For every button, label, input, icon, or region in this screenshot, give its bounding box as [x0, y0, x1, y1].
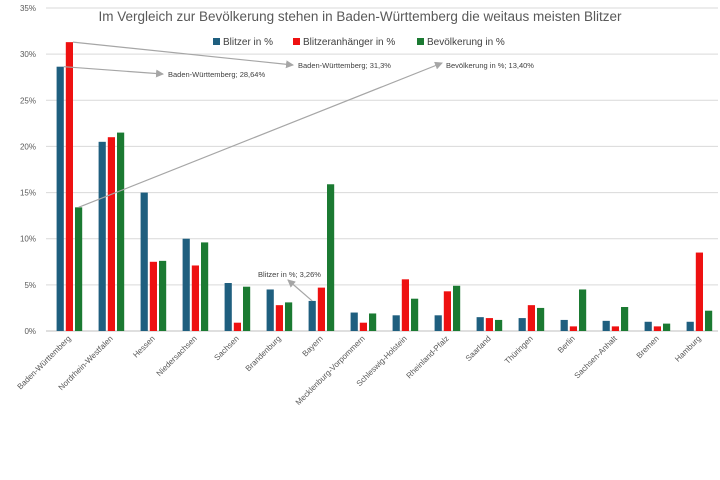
bar: [191, 265, 199, 331]
y-axis: 0% 5% 10% 15% 20% 25% 30% 35%: [20, 4, 36, 336]
y-tick-label: 15%: [20, 189, 36, 198]
bar: [401, 279, 409, 331]
bar: [485, 318, 493, 331]
bar: [98, 141, 106, 331]
bar: [56, 66, 64, 331]
bar: [350, 312, 358, 331]
bar: [224, 283, 232, 331]
x-tick-label: Hamburg: [673, 334, 703, 364]
bar: [453, 285, 461, 331]
annotations: Baden-Württemberg; 28,64% Baden-Württembe…: [63, 41, 534, 302]
x-tick-label: Bayern: [301, 334, 325, 358]
bar: [369, 313, 377, 331]
legend-swatch: [417, 38, 424, 45]
bar: [611, 326, 619, 331]
bar: [392, 315, 400, 331]
bar: [317, 287, 325, 331]
bar: [285, 302, 293, 331]
bar: [476, 317, 484, 331]
legend-swatch: [293, 38, 300, 45]
legend-label: Blitzer in %: [223, 37, 273, 48]
bar: [359, 322, 367, 331]
bar: [686, 321, 694, 331]
annotation-label: Baden-Württemberg; 28,64%: [168, 70, 265, 79]
x-tick-label: Bremen: [635, 334, 661, 360]
annotation-arrow: [287, 279, 313, 302]
bar: [159, 260, 167, 331]
y-tick-label: 5%: [24, 281, 36, 290]
x-tick-label: Sachsen-Anhalt: [573, 334, 620, 381]
x-tick-label: Rheinland-Pfalz: [405, 334, 451, 380]
bar: [233, 322, 241, 331]
bar: [495, 319, 503, 331]
bar: [201, 242, 209, 331]
bar: [308, 300, 316, 331]
y-tick-label: 30%: [20, 50, 36, 59]
legend-label: Blitzeranhänger in %: [303, 37, 395, 48]
y-tick-label: 35%: [20, 4, 36, 13]
legend-swatch: [213, 38, 220, 45]
y-tick-label: 20%: [20, 142, 36, 151]
x-tick-label: Hessen: [131, 334, 157, 360]
bar: [537, 307, 545, 331]
bar: [663, 323, 671, 331]
legend-label: Bevölkerung in %: [427, 37, 505, 48]
annotation-arrow: [63, 66, 164, 78]
x-tick-label: Mecklenburg-Vorpommern: [294, 334, 367, 407]
bar: [644, 321, 652, 331]
bar: [243, 286, 251, 331]
x-tick-label: Thüringen: [503, 334, 535, 366]
bar: [182, 238, 190, 331]
bar: [117, 132, 125, 331]
x-tick-label: Saarland: [464, 334, 493, 363]
bar: [602, 320, 610, 331]
bar: [266, 289, 274, 331]
bar: [434, 315, 442, 331]
x-tick-label: Sachsen: [212, 334, 240, 362]
bar: [140, 192, 148, 331]
x-tick-label: Berlin: [556, 334, 577, 355]
chart-title: Im Vergleich zur Bevölkerung stehen in B…: [99, 9, 623, 24]
bar: [75, 207, 83, 331]
annotation-label: Blitzer in %; 3,26%: [258, 270, 321, 279]
bar: [149, 261, 157, 331]
bar: [705, 310, 713, 331]
bar: [569, 326, 577, 331]
bar: [107, 137, 115, 331]
bar: [695, 252, 703, 331]
bar: [653, 326, 661, 331]
bar: [327, 184, 335, 331]
y-tick-label: 0%: [24, 327, 36, 336]
x-tick-label: Brandenburg: [244, 334, 283, 373]
bar: [275, 305, 283, 331]
bar: [65, 42, 73, 331]
bar: [621, 307, 629, 331]
bar-series-group: [56, 42, 713, 331]
gridlines: [46, 7, 718, 332]
bar: [411, 298, 419, 331]
bar: [518, 318, 526, 331]
annotation-label: Baden-Württemberg; 31,3%: [298, 61, 391, 70]
annotation-arrow: [78, 61, 443, 208]
bar: [527, 305, 535, 331]
annotation-arrow: [72, 41, 294, 69]
x-tick-label: Niedersachsen: [155, 334, 199, 378]
y-tick-label: 10%: [20, 235, 36, 244]
bar: [560, 319, 568, 331]
bar: [443, 291, 451, 331]
legend: Blitzer in % Blitzeranhänger in % Bevölker…: [213, 37, 505, 48]
annotation-label: Bevölkerung in %; 13,40%: [446, 61, 534, 70]
bar: [579, 289, 587, 331]
y-tick-label: 25%: [20, 96, 36, 105]
